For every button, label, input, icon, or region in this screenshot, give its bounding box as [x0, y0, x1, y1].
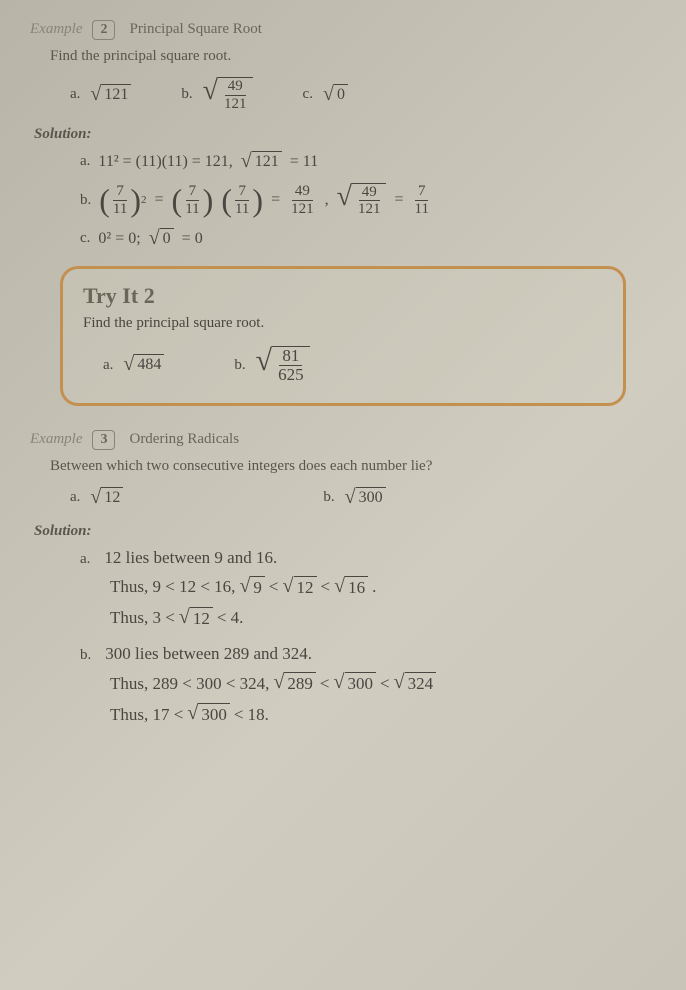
solution-2-label: Solution:	[34, 126, 656, 143]
try-it-title: Try It 2	[83, 283, 603, 309]
problem-3b: b. √300	[323, 487, 385, 509]
tryit-b: b. √81625	[234, 346, 309, 385]
example-title: Ordering Radicals	[129, 431, 239, 448]
try-it-2-box: Try It 2 Find the principal square root.…	[60, 266, 626, 406]
try-it-problems: a. √484 b. √81625	[103, 346, 603, 385]
sqrt-icon: √9	[239, 576, 264, 599]
sqrt-icon: √12	[179, 607, 213, 630]
sqrt-icon: √49121	[337, 183, 387, 218]
sqrt-icon: √121	[241, 151, 282, 173]
problem-3a: a. √12	[70, 487, 123, 509]
sqrt-icon: √12	[283, 576, 317, 599]
example-2-instruction: Find the principal square root.	[50, 48, 656, 65]
sqrt-icon: √121	[90, 84, 131, 106]
example-number: 2	[92, 20, 115, 40]
example-label: Example	[30, 431, 82, 448]
example-label: Example	[30, 21, 82, 38]
sqrt-icon: √0	[323, 84, 348, 106]
sqrt-icon: √300	[334, 672, 376, 695]
solution-2a: a. 11² = (11)(11) = 121, √121 = 11	[80, 151, 656, 173]
sqrt-icon: √12	[90, 487, 123, 509]
sqrt-icon: √300	[345, 487, 386, 509]
solution-3-label: Solution:	[34, 523, 656, 540]
problem-c: c. √0	[303, 84, 348, 106]
sqrt-icon: √49121	[203, 77, 253, 112]
solution-3a: a.12 lies between 9 and 16. Thus, 9 < 12…	[80, 548, 656, 630]
sqrt-icon: √484	[123, 354, 164, 376]
example-3-header: Example 3 Ordering Radicals	[30, 430, 656, 450]
example-3-instruction: Between which two consecutive integers d…	[50, 458, 656, 475]
example-3-problems: a. √12 b. √300	[70, 487, 656, 509]
problem-a: a. √121	[70, 84, 131, 106]
sqrt-icon: √81625	[256, 346, 310, 385]
solution-3b: b.300 lies between 289 and 324. Thus, 28…	[80, 644, 656, 726]
sqrt-icon: √16	[334, 576, 368, 599]
solution-2c: c. 0² = 0; √0 = 0	[80, 228, 656, 250]
sqrt-icon: √289	[273, 672, 315, 695]
solution-2b: b. (711)2 = (711) (711) = 49121 , √49121…	[80, 183, 656, 218]
example-number: 3	[92, 430, 115, 450]
sqrt-icon: √324	[394, 672, 436, 695]
example-title: Principal Square Root	[129, 21, 261, 38]
problem-b: b. √49121	[181, 77, 252, 112]
sqrt-icon: √0	[149, 228, 174, 250]
example-2-header: Example 2 Principal Square Root	[30, 20, 656, 40]
try-it-instruction: Find the principal square root.	[83, 315, 603, 332]
example-2-problems: a. √121 b. √49121 c. √0	[70, 77, 656, 112]
sqrt-icon: √300	[187, 703, 229, 726]
tryit-a: a. √484	[103, 354, 164, 376]
